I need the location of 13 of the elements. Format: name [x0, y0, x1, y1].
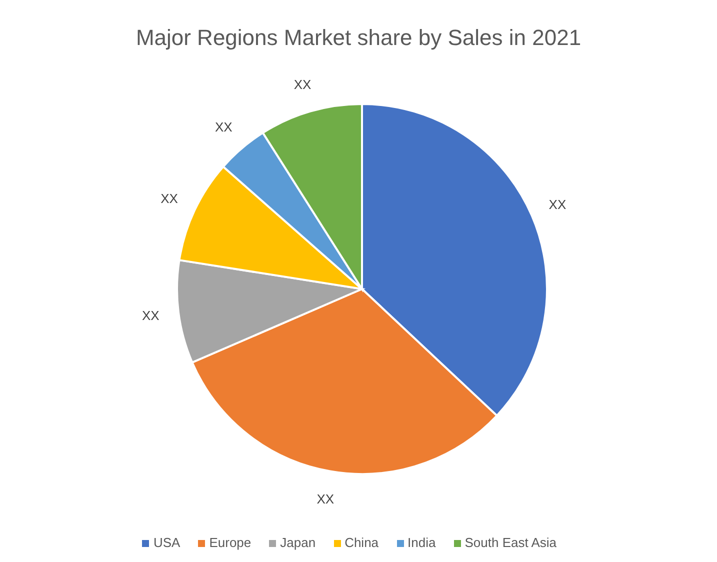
data-label: XX — [214, 120, 233, 135]
data-label: XX — [294, 76, 312, 92]
chart-title: Major Regions Market share by Sales in 2021 — [136, 25, 582, 51]
data-label: XX — [142, 308, 160, 324]
data-label: XX — [160, 190, 178, 206]
legend-label: Europe — [209, 535, 252, 550]
legend-label: China — [344, 535, 379, 550]
data-label: XX — [316, 491, 334, 506]
legend-label: USA — [153, 535, 180, 550]
legend-label: India — [408, 535, 436, 550]
legend-label: South East Asia — [464, 535, 557, 550]
data-label: XX — [548, 196, 566, 212]
legend-label: Japan — [280, 535, 316, 550]
